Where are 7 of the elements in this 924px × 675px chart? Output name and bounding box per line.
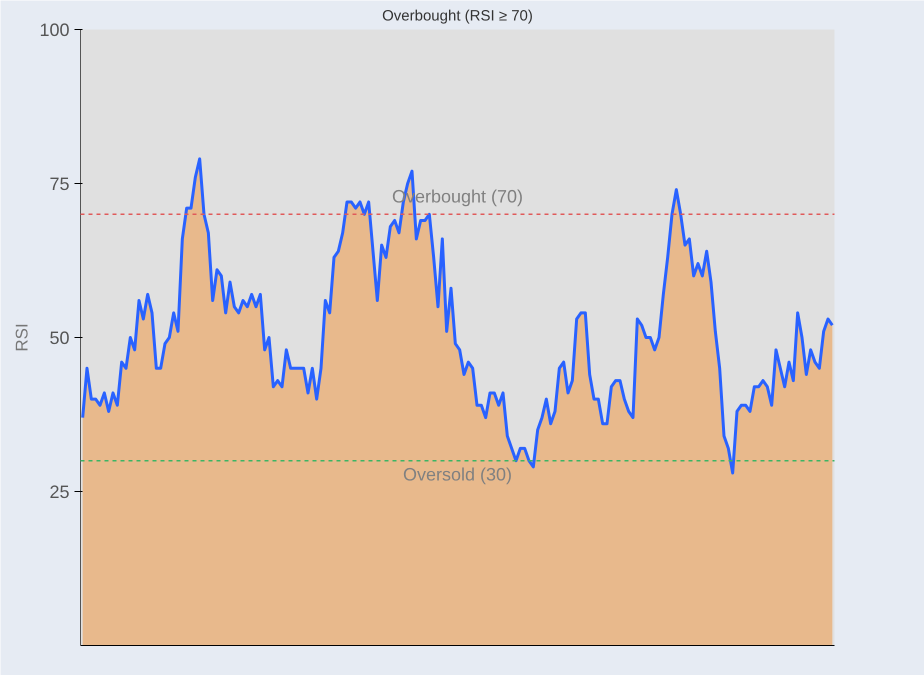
y-tick-label: 50 <box>49 328 70 348</box>
ref-line-label: Oversold (30) <box>402 464 512 485</box>
y-tick-label: 25 <box>49 482 70 502</box>
y-tick-label: 75 <box>49 174 70 194</box>
y-tick-label: 100 <box>39 20 70 40</box>
chart-title: Overbought (RSI ≥ 70) <box>382 8 533 24</box>
y-axis-title: RSI <box>12 323 32 352</box>
